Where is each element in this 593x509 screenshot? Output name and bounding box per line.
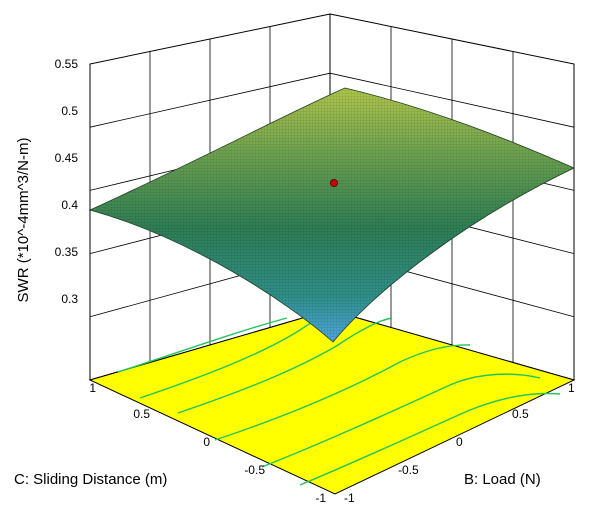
z-tick-label: 0.3: [61, 292, 78, 306]
y-tick-label: 0.5: [512, 407, 529, 421]
contour-floor: [88, 309, 576, 495]
x-tick-label: 0: [203, 435, 210, 449]
contour-line: [214, 344, 471, 441]
response-surface: [88, 87, 575, 343]
surface-edge: [88, 87, 575, 343]
y-tick-labels: -1 -0.5 0 0.5 1: [344, 381, 575, 505]
z-axis-title: SWR (*10^-4mm^3/N-m): [15, 138, 32, 303]
contour-line: [177, 317, 393, 414]
contour-line: [117, 317, 288, 373]
y-axis-title: B: Load (N): [464, 471, 541, 488]
y-tick-label: -1: [344, 491, 355, 505]
x-axis-title: C: Sliding Distance (m): [14, 471, 167, 488]
design-point: [329, 178, 338, 187]
y-tick-label: 1: [568, 381, 575, 395]
x-tick-label: -1: [315, 491, 326, 505]
z-tick-labels: 0.55 0.5 0.45 0.4 0.35 0.3: [55, 57, 79, 306]
z-tick-label: 0.4: [61, 198, 78, 212]
z-tick-label: 0.55: [55, 57, 79, 71]
x-tick-label: 1: [89, 381, 96, 395]
z-tick-label: 0.5: [61, 104, 78, 118]
contour-line: [261, 373, 541, 468]
x-tick-labels: 1 0.5 0 -0.5 -1: [89, 381, 326, 505]
surface-mesh: [90, 88, 574, 342]
x-tick-label: 0.5: [133, 407, 150, 421]
z-tick-label: 0.35: [55, 245, 79, 259]
contour-line: [299, 392, 561, 486]
y-tick-label: 0: [456, 435, 463, 449]
y-tick-label: -0.5: [398, 463, 419, 477]
z-tick-label: 0.45: [55, 151, 79, 165]
x-tick-label: -0.5: [244, 463, 265, 477]
